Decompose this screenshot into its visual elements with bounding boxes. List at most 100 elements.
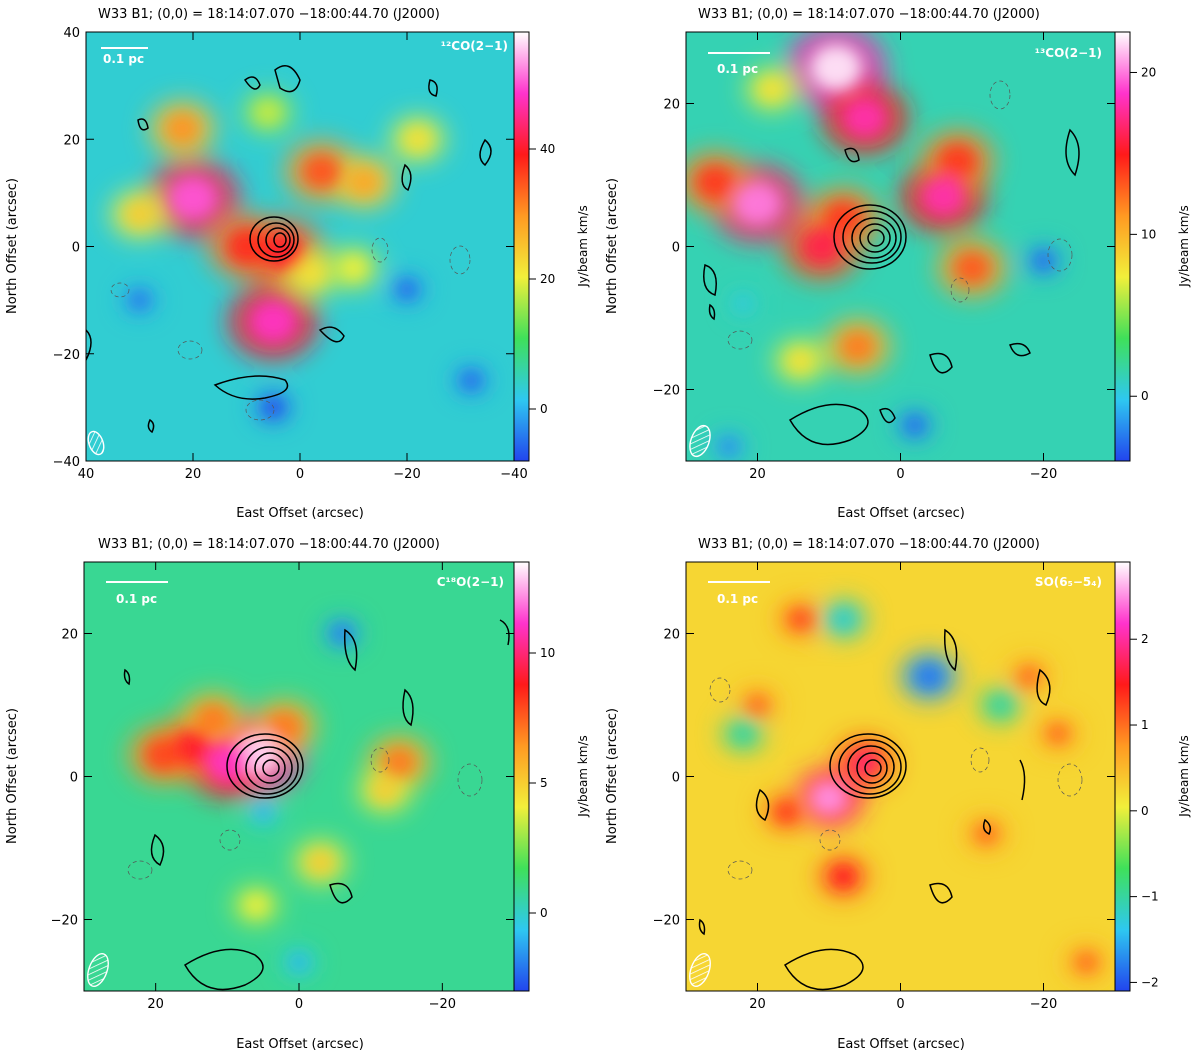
y-tick-label: 20 [61, 628, 78, 643]
emission-blobs [109, 90, 490, 424]
emission-peak [306, 849, 335, 875]
emission-peak [397, 281, 417, 298]
emission-peak [165, 113, 200, 145]
contour-level [833, 204, 907, 270]
emission-peak [332, 624, 352, 643]
contour-level [838, 739, 902, 795]
contour-level [1065, 128, 1080, 177]
emission-peak [840, 331, 875, 363]
negative-contour [371, 237, 389, 263]
contour-level [859, 223, 891, 253]
emission-peak [758, 76, 786, 102]
contour-level [318, 326, 345, 343]
contour-level [1009, 342, 1031, 357]
contour-level [123, 668, 131, 686]
negative-contour [457, 763, 483, 797]
panel-title: W33 B1; (0,0) = 18:14:07.070 −18:00:44.7… [98, 537, 440, 552]
y-tick-label: −40 [53, 455, 80, 470]
x-tick-label: −20 [393, 467, 420, 482]
emission-peak [254, 100, 282, 125]
contour-level [213, 375, 289, 400]
map-background [686, 562, 1115, 991]
negative-contour [819, 829, 841, 851]
contour-level [788, 403, 869, 446]
colorbar-label: Jy/beam km/s [576, 205, 590, 287]
negative-contours [110, 237, 471, 421]
colorbar-tick-label: 40 [540, 142, 555, 156]
emission-peak [938, 143, 977, 178]
y-tick-label: −20 [653, 384, 680, 399]
panel-13co: W33 B1; (0,0) = 18:14:07.070 −18:00:44.7… [605, 7, 1191, 521]
colorbar-tick-label: −2 [1141, 975, 1159, 989]
negative-contour [110, 282, 130, 298]
contour-level [867, 229, 885, 247]
colorbar-label: Jy/beam km/s [576, 735, 590, 817]
emission-peak [124, 200, 155, 228]
emission-peak [462, 372, 481, 389]
scale-bar-label: 0.1 pc [717, 592, 758, 606]
colorbar [1114, 561, 1131, 992]
x-tick-label: 40 [78, 467, 95, 482]
negative-contour [370, 747, 390, 773]
molecule-label: C¹⁸O(2−1) [437, 575, 504, 589]
y-tick-label: 40 [63, 26, 80, 41]
x-tick-label: −40 [500, 467, 527, 482]
colorbar-tick-label: −1 [1141, 890, 1159, 904]
emission-peak [788, 608, 813, 631]
colorbar [513, 31, 530, 462]
emission-peak [371, 778, 399, 804]
emission-blobs [720, 598, 1110, 982]
y-tick-label: −20 [51, 914, 78, 929]
colorbar-tick-label: 0 [540, 906, 548, 920]
y-axis-label: North Offset (arcsec) [605, 708, 620, 844]
colorbar-tick-label: 0 [1141, 389, 1149, 403]
emission-peak [403, 126, 433, 153]
emission-peak [296, 260, 326, 287]
colorbar-tick-label: 2 [1141, 632, 1149, 646]
panel-title: W33 B1; (0,0) = 18:14:07.070 −18:00:44.7… [698, 537, 1040, 552]
contour-level [274, 65, 301, 93]
y-axis-label: North Offset (arcsec) [5, 178, 20, 314]
contour-level [265, 227, 291, 253]
emission-peak [290, 954, 308, 970]
y-tick-label: 0 [672, 771, 680, 786]
negative-contours [127, 747, 483, 880]
y-tick-label: −20 [53, 348, 80, 363]
scale-bar-label: 0.1 pc [717, 62, 758, 76]
y-axis-label: North Offset (arcsec) [605, 178, 620, 314]
colorbar-ticks: 0 5 10 [529, 646, 555, 920]
contour-level [703, 264, 717, 296]
axis-ticks: 20 0 −20 −20 0 20 [51, 562, 514, 1012]
contour-level [856, 752, 888, 784]
colorbar-tick-label: 20 [1141, 65, 1156, 79]
y-axis-label: North Offset (arcsec) [5, 708, 20, 844]
emission-peak [989, 694, 1013, 716]
contour-level [1019, 759, 1026, 801]
negative-contour [127, 860, 153, 880]
emission-peak [339, 255, 368, 281]
emission-peak [382, 747, 416, 778]
map-area: 0.1 pc ¹²CO(2−1) [86, 32, 514, 461]
contour-level [402, 688, 414, 727]
negative-contour [727, 860, 753, 880]
contour-level [698, 918, 706, 936]
negative-contours [709, 677, 1083, 880]
contour-level [783, 948, 864, 991]
panel-title: W33 B1; (0,0) = 18:14:07.070 −18:00:44.7… [98, 7, 440, 22]
contour-level [844, 147, 860, 163]
negative-contour [970, 747, 990, 773]
contour-level [343, 628, 358, 672]
emission-peak [733, 182, 782, 226]
emission-peak [226, 228, 267, 265]
contours [123, 619, 510, 991]
x-axis-label: East Offset (arcsec) [837, 1037, 965, 1052]
colorbar-ticks: 0 10 20 [1130, 65, 1156, 403]
contour-level [329, 882, 353, 904]
contour-level [137, 118, 149, 131]
y-tick-label: −20 [653, 914, 680, 929]
x-tick-label: 0 [296, 467, 304, 482]
x-tick-label: 0 [896, 467, 904, 482]
contour-level [864, 759, 882, 777]
emission-peak [810, 781, 848, 815]
contour-level [262, 759, 280, 777]
